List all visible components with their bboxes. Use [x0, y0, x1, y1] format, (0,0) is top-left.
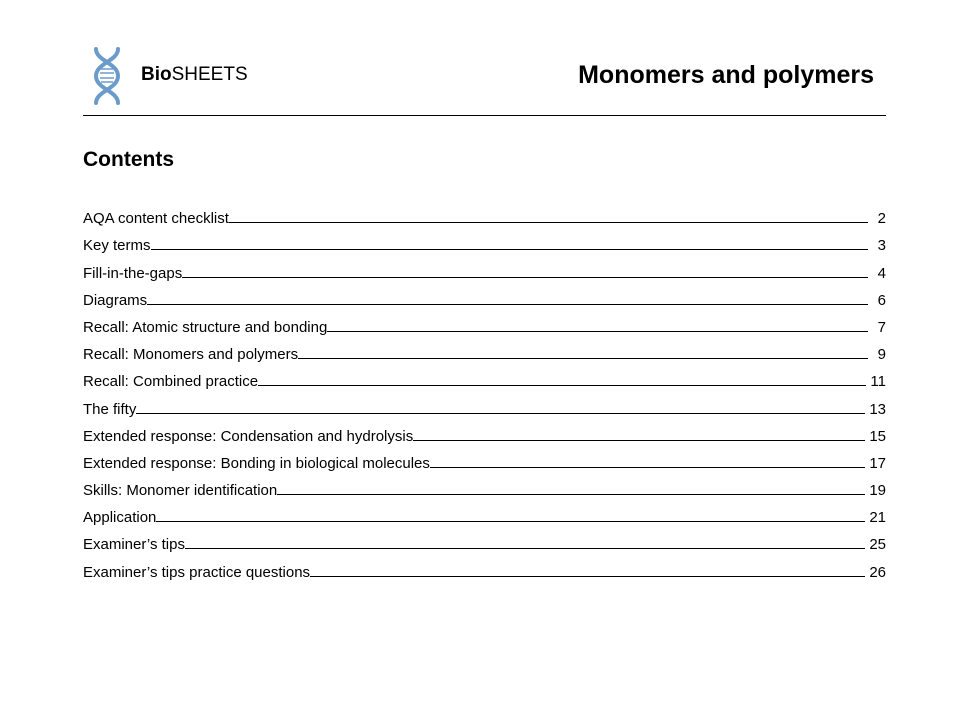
toc-page-number: 9 — [877, 346, 886, 364]
toc-leader — [258, 385, 867, 387]
table-of-contents: AQA content checklist 2 Key terms 3 Fill-in-… — [83, 200, 886, 581]
toc-page-number: 7 — [877, 318, 886, 336]
toc-page-number: 25 — [869, 536, 886, 554]
toc-leader — [147, 303, 868, 305]
toc-leader — [413, 439, 866, 441]
toc-entry[interactable]: Key terms 3 — [83, 227, 886, 254]
toc-page-number: 2 — [877, 210, 886, 228]
toc-leader — [298, 358, 868, 360]
toc-entry[interactable]: AQA content checklist 2 — [83, 200, 886, 227]
contents-heading: Contents — [83, 148, 174, 171]
toc-label: AQA content checklist — [83, 210, 229, 228]
toc-label: Extended response: Condensation and hydr… — [83, 427, 414, 445]
toc-page-number: 21 — [869, 509, 886, 527]
toc-leader — [136, 412, 866, 414]
toc-label: Examiner’s tips — [83, 536, 185, 554]
toc-leader — [182, 276, 868, 278]
toc-entry[interactable]: Extended response: Condensation and hydr… — [83, 418, 886, 445]
toc-page-number: 15 — [869, 427, 886, 445]
toc-leader — [327, 330, 868, 332]
toc-label: Recall: Combined practice — [83, 373, 259, 391]
toc-entry[interactable]: Extended response: Bonding in biological… — [83, 445, 886, 472]
page-title: Monomers and polymers — [578, 61, 874, 89]
toc-label: Recall: Atomic structure and bonding — [83, 318, 328, 336]
toc-entry[interactable]: Examiner’s tips practice questions 26 — [83, 553, 886, 581]
brand-rest: SHEETS — [171, 64, 248, 85]
toc-page-number: 19 — [869, 482, 886, 500]
toc-leader — [150, 249, 868, 251]
brand-name: BioSHEETS — [141, 64, 248, 86]
toc-entry[interactable]: Recall: Atomic structure and bonding 7 — [83, 309, 886, 336]
toc-leader — [310, 575, 866, 577]
toc-entry[interactable]: Fill-in-the-gaps 4 — [83, 254, 886, 282]
toc-label: Skills: Monomer identification — [83, 482, 278, 500]
toc-label: Key terms — [83, 237, 151, 255]
toc-leader — [429, 466, 866, 468]
toc-entry[interactable]: Application 21 — [83, 499, 886, 526]
toc-page-number: 13 — [869, 400, 886, 418]
toc-entry[interactable]: Diagrams 6 — [83, 282, 886, 309]
toc-page-number: 26 — [869, 563, 886, 581]
toc-page-number: 3 — [877, 237, 886, 255]
toc-entry[interactable]: Examiner’s tips 25 — [83, 526, 886, 553]
toc-label: Extended response: Bonding in biological… — [83, 454, 430, 472]
toc-entry[interactable]: The fifty 13 — [83, 390, 886, 418]
toc-entry[interactable]: Recall: Monomers and polymers 9 — [83, 336, 886, 363]
toc-page-number: 11 — [870, 373, 886, 391]
toc-label: Application — [83, 509, 157, 527]
toc-leader — [184, 548, 866, 550]
toc-label: Diagrams — [83, 291, 148, 309]
toc-label: Examiner’s tips practice questions — [83, 563, 311, 581]
toc-label: The fifty — [83, 400, 137, 418]
toc-label: Fill-in-the-gaps — [83, 264, 183, 282]
dna-logo-icon — [93, 47, 121, 105]
toc-leader — [156, 521, 866, 523]
header-divider — [83, 115, 886, 116]
toc-page-number: 6 — [877, 291, 886, 309]
brand-bold: Bio — [141, 64, 172, 85]
toc-entry[interactable]: Recall: Combined practice 11 — [83, 363, 886, 390]
toc-leader — [228, 222, 868, 224]
toc-label: Recall: Monomers and polymers — [83, 346, 299, 364]
toc-leader — [277, 494, 866, 496]
toc-page-number: 17 — [869, 454, 886, 472]
toc-page-number: 4 — [877, 264, 886, 282]
toc-entry[interactable]: Skills: Monomer identification 19 — [83, 472, 886, 499]
